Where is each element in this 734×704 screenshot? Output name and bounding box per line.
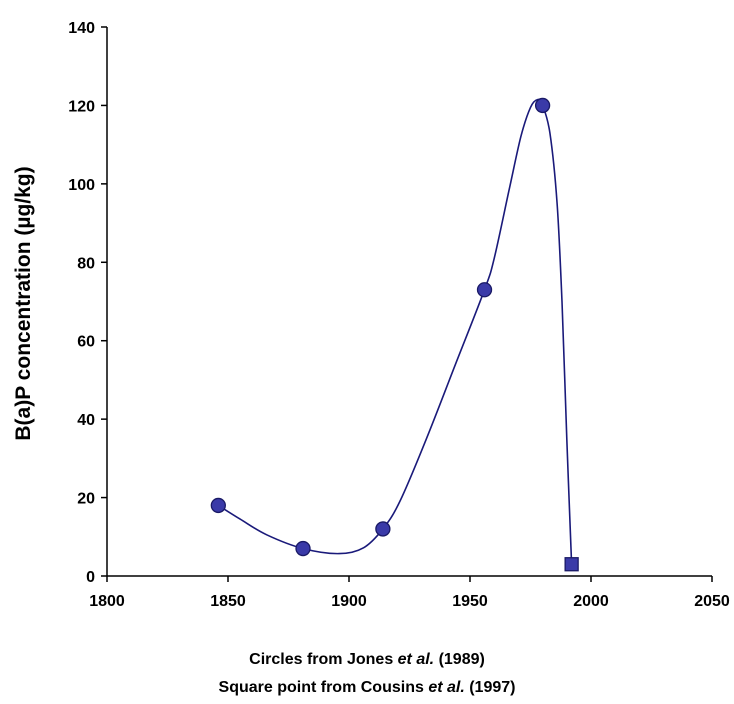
data-point-circle [210,497,226,514]
caption-line: Square point from Cousins et al. (1997) [219,679,516,696]
data-point-circle [534,97,551,114]
data-point-circle [476,282,493,298]
y-tick-label: 20 [77,491,95,508]
y-tick-label: 0 [86,569,95,586]
x-tick-label: 1850 [210,593,246,610]
y-tick-label: 120 [68,98,95,115]
y-axis-ticks: 0 20 40 60 80 100 120 140 [68,20,107,586]
caption-italic-part: et al. [428,679,464,696]
data-point-circle [295,540,311,557]
x-tick-label: 2000 [573,593,609,610]
x-axis-ticks: 1800 1850 1900 1950 2000 2050 [89,576,730,610]
captions: Circles from Jones et al. (1989) Square p… [219,651,516,696]
y-tick-label: 60 [77,334,95,351]
caption-line: Circles from Jones et al. (1989) [249,651,485,668]
y-tick-label: 100 [68,177,95,194]
caption-italic-part: et al. [398,651,434,668]
caption-part: Circles from Jones [249,651,398,668]
y-axis-title: B(a)P concentration (µg/kg) [12,166,35,440]
data-point-circle [375,521,391,537]
trend-curve [217,98,573,565]
x-tick-label: 1950 [452,593,488,610]
plot-area: 0 20 40 60 80 100 120 140 1800 1850 1900 1950 2000 2… [68,20,730,610]
x-tick-label: 2050 [694,593,730,610]
data-point-square [564,557,579,572]
caption-part: (1989) [434,651,485,668]
y-tick-label: 140 [68,20,95,37]
y-tick-label: 80 [77,255,95,272]
x-tick-label: 1800 [89,593,125,610]
y-tick-label: 40 [77,412,95,429]
caption-part: (1997) [465,679,516,696]
x-tick-label: 1900 [331,593,367,610]
caption-part: Square point from Cousins [219,679,429,696]
data-markers [210,97,579,572]
